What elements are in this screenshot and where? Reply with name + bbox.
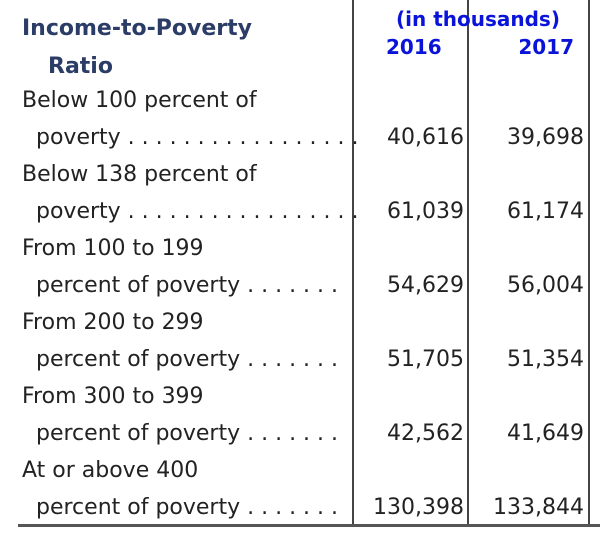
row-label: From 300 to 399 xyxy=(22,384,204,409)
value-2016: 40,616 xyxy=(387,125,464,150)
value-2017: 133,844 xyxy=(493,495,584,520)
row-label: Below 100 percent of xyxy=(22,88,257,113)
row-label-continued: percent of poverty . . . . . . . xyxy=(36,347,339,372)
row-label-continued: percent of poverty . . . . . . . xyxy=(36,495,339,520)
row-label: From 100 to 199 xyxy=(22,236,204,261)
units-label: (in thousands) xyxy=(396,7,560,31)
row-label-continued: poverty . . . . . . . . . . . . . . . . … xyxy=(36,125,359,150)
row-label: Below 138 percent of xyxy=(22,162,257,187)
value-2016: 51,705 xyxy=(387,347,464,372)
column-divider xyxy=(588,0,590,527)
value-2016: 130,398 xyxy=(373,495,464,520)
row-label-continued: percent of poverty . . . . . . . xyxy=(36,421,339,446)
row-label-continued: poverty . . . . . . . . . . . . . . . . … xyxy=(36,199,359,224)
value-2017: 39,698 xyxy=(507,125,584,150)
value-2017: 41,649 xyxy=(507,421,584,446)
value-2016: 42,562 xyxy=(387,421,464,446)
value-2016: 61,039 xyxy=(387,199,464,224)
value-2017: 61,174 xyxy=(507,199,584,224)
value-2017: 56,004 xyxy=(507,273,584,298)
column-header-2017: 2017 xyxy=(518,35,574,59)
table-title-line2: Ratio xyxy=(48,54,113,79)
value-2017: 51,354 xyxy=(507,347,584,372)
table-bottom-rule xyxy=(18,524,600,527)
row-label: From 200 to 299 xyxy=(22,310,204,335)
value-2016: 54,629 xyxy=(387,273,464,298)
row-label: At or above 400 xyxy=(22,458,199,483)
table-title: Income-to-Poverty xyxy=(22,16,252,41)
column-divider xyxy=(467,0,469,527)
column-divider xyxy=(352,0,354,527)
row-label-continued: percent of poverty . . . . . . . xyxy=(36,273,339,298)
column-header-2016: 2016 xyxy=(386,35,442,59)
